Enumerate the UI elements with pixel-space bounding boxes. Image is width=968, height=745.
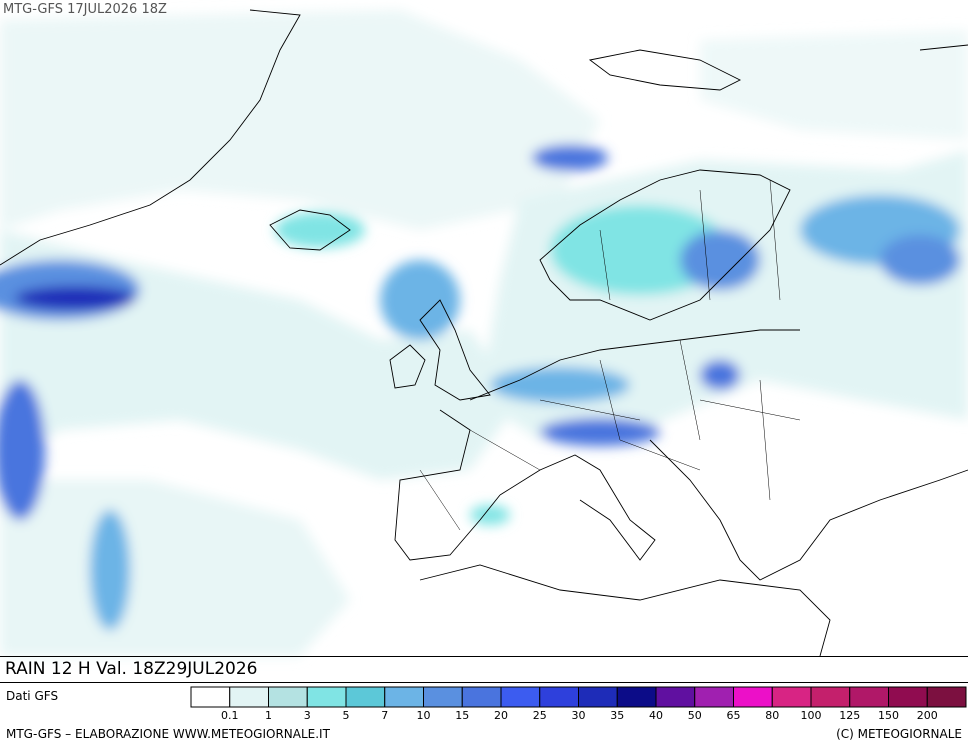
- legend-label: 35: [610, 709, 624, 722]
- legend-label: 0.1: [221, 709, 239, 722]
- legend-swatch: [733, 686, 773, 708]
- header-title: MTG-GFS 17JUL2026 18Z: [3, 2, 167, 17]
- legend-swatch: [423, 686, 463, 708]
- legend-swatch: [926, 686, 967, 708]
- legend-swatch: [849, 686, 889, 708]
- legend-swatch: [461, 686, 502, 708]
- legend-swatch: [810, 686, 851, 708]
- legend-label: 100: [801, 709, 822, 722]
- source-label: Dati GFS: [6, 689, 58, 703]
- credit-left: MTG-GFS – ELABORAZIONE WWW.METEOGIORNALE…: [6, 727, 331, 741]
- legend-swatch: [268, 686, 308, 708]
- legend-swatch: [578, 686, 618, 708]
- legend-swatch: [616, 686, 657, 708]
- legend-label: 15: [455, 709, 469, 722]
- legend-label: 65: [727, 709, 741, 722]
- rain-field: [0, 10, 968, 656]
- legend-label: 40: [649, 709, 663, 722]
- legend-swatch: [694, 686, 734, 708]
- legend-label: 1: [265, 709, 272, 722]
- legend-swatch: [888, 686, 928, 708]
- legend-swatch: [229, 686, 269, 708]
- legend-swatch: [539, 686, 579, 708]
- legend-swatch: [500, 686, 541, 708]
- credit-right: (C) METEOGIORNALE: [836, 727, 962, 741]
- legend-label: 80: [765, 709, 779, 722]
- legend-swatch: [655, 686, 696, 708]
- legend-label: 10: [417, 709, 431, 722]
- legend-label: 150: [878, 709, 899, 722]
- borders: [419, 179, 801, 531]
- legend-label: 20: [494, 709, 508, 722]
- legend: 0.1 1 3 5 7 10 15 20 25 30 35 40 50 65 80 100 125 150 200: [190, 686, 967, 722]
- coastlines: [0, 9, 968, 657]
- map: [0, 9, 968, 657]
- legend-swatch: [345, 686, 386, 708]
- legend-swatch: [190, 686, 231, 708]
- legend-swatch: [384, 686, 424, 708]
- legend-label: 25: [533, 709, 547, 722]
- legend-label: 30: [572, 709, 586, 722]
- legend-label: 3: [304, 709, 311, 722]
- legend-label: 50: [688, 709, 702, 722]
- legend-label: 5: [343, 709, 350, 722]
- legend-swatch: [306, 686, 347, 708]
- legend-label: 125: [839, 709, 860, 722]
- legend-label: 200: [917, 709, 938, 722]
- legend-label: 7: [381, 709, 388, 722]
- legend-swatch: [771, 686, 812, 708]
- field-title: RAIN 12 H Val. 18Z29JUL2026: [5, 659, 257, 679]
